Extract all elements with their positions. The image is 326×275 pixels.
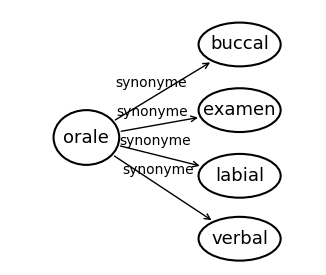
Text: synonyme: synonyme [119,134,191,148]
Ellipse shape [53,110,119,165]
Ellipse shape [199,217,281,261]
Ellipse shape [199,23,281,66]
Text: verbal: verbal [211,230,268,248]
Text: examen: examen [203,101,276,119]
Text: orale: orale [64,128,109,147]
Text: synonyme: synonyme [123,163,194,177]
Text: buccal: buccal [210,35,269,53]
Text: labial: labial [215,167,264,185]
Text: synonyme: synonyme [115,76,187,90]
Ellipse shape [199,154,281,198]
Ellipse shape [199,88,281,132]
Text: synonyme: synonyme [116,105,188,119]
